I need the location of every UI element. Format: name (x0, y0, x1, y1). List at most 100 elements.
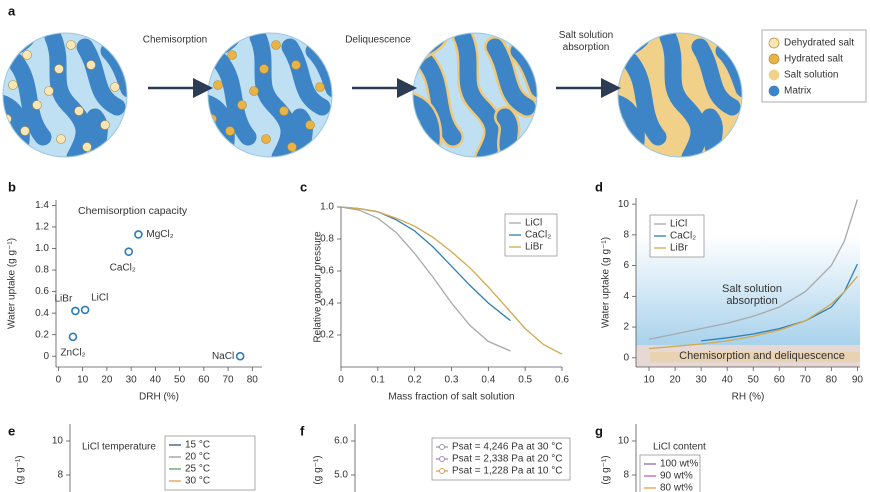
circle-outline (2, 32, 128, 158)
y-tick-label: 5.0 (334, 470, 348, 481)
matrix-blob (416, 52, 462, 146)
salt-dot (82, 142, 92, 152)
y-tick-label: 6 (623, 260, 629, 271)
solution-film (413, 33, 450, 66)
point-label: LiBr (54, 294, 72, 305)
x-tick-label: 30 (696, 375, 708, 386)
legend-label: Hydrated salt (784, 54, 843, 65)
y-tick-label: 0.8 (35, 265, 49, 276)
legend-box (431, 437, 571, 481)
legend-box (639, 454, 701, 492)
y-tick-label: 10 (618, 436, 630, 447)
salt-dot (74, 106, 84, 116)
y-tick-label: 0 (623, 352, 629, 363)
salt-dot (315, 82, 325, 92)
matrix-blob (249, 33, 298, 157)
data-line (340, 206, 511, 352)
salt-dot (110, 82, 120, 92)
y-tick-label: 0.6 (320, 266, 334, 277)
salt-dot (8, 80, 18, 90)
salt-dot (44, 86, 54, 96)
legend-box (761, 29, 867, 103)
y-tick-label: 10 (618, 199, 630, 210)
y-tick-label: 2 (623, 322, 629, 333)
legend-label: 15 °C (185, 440, 210, 451)
legend-label: 100 wt% (660, 459, 698, 470)
x-tick-label: 70 (800, 375, 812, 386)
y-tick-label: 0.8 (320, 234, 334, 245)
legend-label: Psat = 2,338 Pa at 20 °C (452, 454, 562, 465)
x-tick-label: 70 (223, 375, 235, 386)
salt-dot (279, 106, 289, 116)
legend-label: CaCl₂ (670, 231, 696, 242)
salt-dot (20, 126, 30, 136)
x-tick-label: 20 (101, 375, 113, 386)
y-axis-label: Water uptake (g g⁻¹) (7, 238, 18, 329)
y-axis-label: Water uptake (g g⁻¹) (601, 237, 612, 328)
x-tick-label: 50 (748, 375, 760, 386)
panel-letter: c (300, 179, 307, 194)
legend-label: 20 °C (185, 452, 210, 463)
matrix-blob (413, 94, 440, 157)
legend-title: LiCl temperature (82, 442, 156, 453)
matrix-blob (6, 52, 52, 146)
x-tick-label: 0.5 (518, 375, 532, 386)
salt-dot (56, 134, 66, 144)
point-label: LiCl (91, 293, 108, 304)
panel-letter: b (8, 179, 16, 194)
data-point (134, 230, 143, 239)
y-tick-label: 10 (52, 436, 64, 447)
legend-swatch (768, 85, 780, 97)
matrix-blob (701, 108, 729, 157)
matrix-blob (618, 94, 645, 157)
salt-dot (22, 50, 32, 60)
x-tick-label: 10 (77, 375, 89, 386)
data-line (648, 275, 858, 350)
matrix-blob (3, 94, 30, 157)
salt-dot (86, 60, 96, 70)
legend-marker (439, 468, 445, 474)
y-axis-label: (g g⁻¹) (313, 455, 324, 484)
y-tick-label: 1.4 (35, 200, 49, 211)
legend-label: LiBr (525, 242, 543, 253)
matrix-blob (454, 33, 503, 157)
salt-dot (305, 120, 315, 130)
legend-label: LiBr (670, 243, 688, 254)
legend-label: Dehydrated salt (784, 38, 854, 49)
y-tick-label: 6.0 (334, 436, 348, 447)
matrix-circle (413, 33, 537, 157)
x-tick-label: 0.1 (371, 375, 385, 386)
matrix-blob (76, 38, 126, 116)
x-tick-label: 0.4 (481, 375, 495, 386)
data-line (648, 199, 859, 340)
matrix-blob (659, 33, 708, 157)
salt-dot (287, 142, 297, 152)
y-tick-label: 8 (57, 470, 63, 481)
y-axis-label: (g g⁻¹) (15, 455, 26, 484)
y-axis-label: (g g⁻¹) (601, 455, 612, 484)
matrix-blob (486, 38, 536, 116)
legend-marker (439, 456, 445, 462)
matrix-blob (281, 38, 331, 116)
x-tick-label: 0 (56, 375, 62, 386)
y-tick-label: 0.6 (35, 286, 49, 297)
salt-dot (261, 134, 271, 144)
salt-dot (100, 120, 110, 130)
legend-label: 90 wt% (660, 471, 693, 482)
y-tick-label: 0.2 (320, 330, 334, 341)
chart-title: Chemisorption capacity (78, 205, 188, 217)
data-line (340, 206, 563, 355)
legend-swatch (768, 37, 780, 49)
data-point (80, 305, 90, 315)
y-tick-label: 1.0 (35, 243, 49, 254)
annotation: Chemisorption and deliquescence (679, 350, 845, 362)
y-tick-label: 0.4 (35, 308, 49, 319)
legend-swatch (768, 69, 780, 81)
y-tick-label: 8 (623, 230, 629, 241)
x-tick-label: 50 (174, 375, 186, 386)
panel-letter: f (300, 423, 305, 438)
x-tick-label: 0.3 (445, 375, 459, 386)
chemisorption-band (650, 352, 860, 362)
